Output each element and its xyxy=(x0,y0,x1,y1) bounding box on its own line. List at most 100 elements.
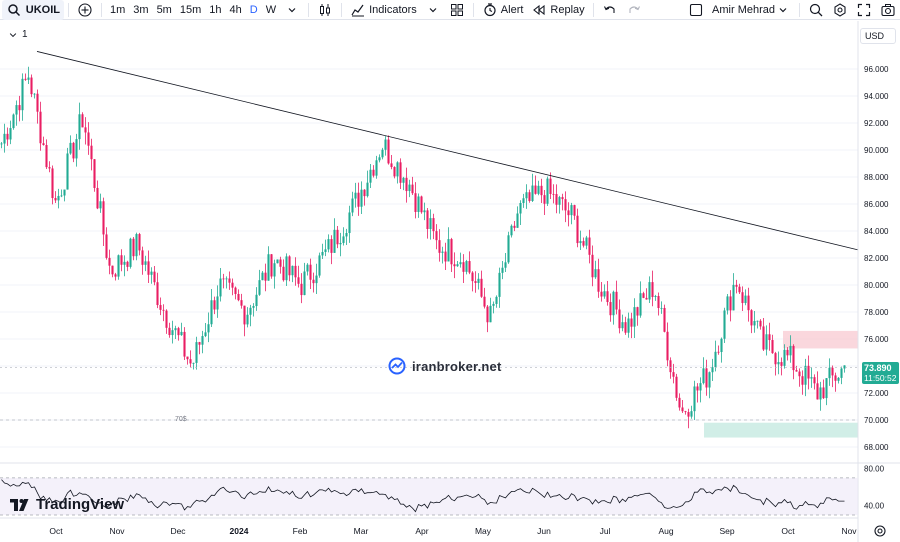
rewind-icon xyxy=(531,2,547,18)
candle-body xyxy=(552,193,555,195)
timeframe-dropdown[interactable] xyxy=(280,0,304,20)
candle-body xyxy=(153,271,156,283)
tradingview-logo[interactable]: TradingView xyxy=(10,496,124,513)
currency-selector[interactable]: USD xyxy=(860,28,896,44)
candle-body xyxy=(108,257,111,266)
search-icon xyxy=(6,2,22,18)
timeframe-D[interactable]: D xyxy=(249,3,258,16)
time-tick-label: Nov xyxy=(841,526,857,536)
candle-body xyxy=(699,383,702,391)
candle-body xyxy=(669,360,672,373)
candle-body xyxy=(63,189,66,196)
price-tick-label: 76.000 xyxy=(864,335,889,344)
grid-icon xyxy=(449,2,465,18)
candle-body xyxy=(318,255,321,276)
candle-body xyxy=(216,296,219,310)
candle-body xyxy=(78,114,81,140)
symbol-search[interactable]: UKOIL xyxy=(2,0,64,20)
time-axis[interactable]: Oct Nov Dec 2024 Feb Mar Apr May Jun Jul Aug Sep Oct… xyxy=(0,517,858,536)
candles xyxy=(0,66,846,429)
candle-body xyxy=(288,256,291,276)
timeframe-1h[interactable]: 1h xyxy=(209,3,222,16)
timeframe-5m[interactable]: 5m xyxy=(156,3,172,16)
redo-button[interactable] xyxy=(622,0,646,20)
price-axis-bg xyxy=(858,21,900,542)
replay-button[interactable]: Replay xyxy=(527,0,588,20)
timeframe-15m[interactable]: 15m xyxy=(179,3,202,16)
alert-button[interactable]: Alert xyxy=(478,0,528,20)
candle-body xyxy=(159,305,162,310)
indicators-dropdown[interactable] xyxy=(421,0,445,20)
timeframe-1m[interactable]: 1m xyxy=(110,3,126,16)
candle-body xyxy=(516,213,519,228)
candle-body xyxy=(453,264,456,267)
gear-icon xyxy=(832,2,848,18)
divider xyxy=(472,2,474,17)
undo-button[interactable] xyxy=(598,0,622,20)
rsi-line xyxy=(1,479,845,513)
rsi-pane[interactable]: 80.00 40.00 xyxy=(0,462,900,516)
candle-body xyxy=(384,139,387,150)
brand-label: TradingView xyxy=(36,496,125,513)
candle-body xyxy=(252,306,255,308)
pane-header[interactable]: 1 xyxy=(8,29,28,40)
candle-body xyxy=(393,167,396,177)
chart-area[interactable]: 96.000 94.000 92.000 90.000 88.000 86.000 84.0… xyxy=(0,21,900,542)
chart-type-button[interactable] xyxy=(313,0,337,20)
divider xyxy=(101,2,102,17)
price-tick-label: 70.000 xyxy=(864,416,889,425)
candle-body xyxy=(660,307,663,309)
candle-body xyxy=(510,225,513,236)
fullscreen-button[interactable] xyxy=(852,0,876,20)
candle-body xyxy=(777,362,780,365)
trendline xyxy=(36,51,859,251)
chevron-down-icon xyxy=(8,30,18,40)
currency-label: USD xyxy=(865,31,885,41)
candle-body xyxy=(99,201,102,209)
settings-button[interactable] xyxy=(828,0,852,20)
candle-body xyxy=(81,114,84,128)
candle-body xyxy=(690,411,693,417)
candle-body xyxy=(531,185,534,201)
candle-body xyxy=(375,160,378,176)
candle-body xyxy=(489,305,492,323)
last-price-tag: 73.890 11:50:52 xyxy=(862,362,899,384)
candle-body xyxy=(588,237,591,255)
time-tick-label: May xyxy=(475,526,492,536)
candle-body xyxy=(717,351,720,353)
candle-body xyxy=(246,314,249,325)
candle-body xyxy=(222,278,225,280)
quick-search-button[interactable] xyxy=(804,0,828,20)
layouts-button[interactable] xyxy=(445,0,469,20)
candle-body xyxy=(822,387,825,399)
candle-body xyxy=(45,145,48,168)
layout-name-button[interactable]: Amir Mehrad xyxy=(684,0,795,20)
interval-label: 1 xyxy=(22,29,28,40)
candle-body xyxy=(150,271,153,275)
candle-body xyxy=(534,185,537,194)
timeframe-4h[interactable]: 4h xyxy=(229,3,242,16)
chart-canvas[interactable]: 96.000 94.000 92.000 90.000 88.000 86.000 84.0… xyxy=(0,21,900,542)
candle-body xyxy=(549,178,552,194)
supply-zone xyxy=(783,330,858,349)
candle-body xyxy=(765,334,768,350)
price-axis[interactable]: 96.000 94.000 92.000 90.000 88.000 86.000 84.0… xyxy=(857,21,900,542)
candle-body xyxy=(444,251,447,262)
candle-body xyxy=(429,218,432,229)
fullscreen-icon xyxy=(856,2,872,18)
candle-body xyxy=(381,149,384,158)
candle-body xyxy=(225,278,228,280)
timeframe-3m[interactable]: 3m xyxy=(133,3,149,16)
compare-button[interactable] xyxy=(73,0,97,20)
snapshot-button[interactable] xyxy=(876,0,900,20)
candle-body xyxy=(204,332,207,337)
axis-settings-button[interactable] xyxy=(873,524,887,538)
candle-body xyxy=(582,241,585,246)
candle-body xyxy=(558,197,561,205)
time-tick-label: Jul xyxy=(600,526,611,536)
candle-body xyxy=(744,295,747,304)
timeframe-W[interactable]: W xyxy=(265,3,277,16)
indicators-button[interactable]: Indicators xyxy=(346,0,421,20)
candle-body xyxy=(594,269,597,278)
candle-body xyxy=(546,178,549,204)
